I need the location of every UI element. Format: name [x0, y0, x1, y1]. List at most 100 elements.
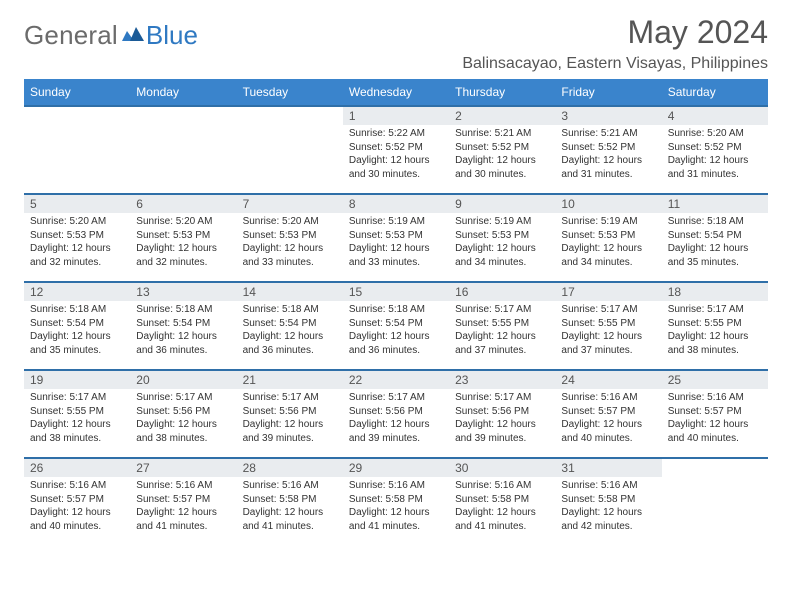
- sunset-line: Sunset: 5:54 PM: [243, 317, 337, 331]
- sunset-line: Sunset: 5:58 PM: [561, 493, 655, 507]
- day-number: [237, 107, 343, 125]
- sunrise-line: Sunrise: 5:18 AM: [668, 215, 762, 229]
- calendar-cell: 25Sunrise: 5:16 AMSunset: 5:57 PMDayligh…: [662, 370, 768, 458]
- sunrise-line: Sunrise: 5:22 AM: [349, 127, 443, 141]
- day-number: 20: [130, 371, 236, 389]
- day-header: Tuesday: [237, 79, 343, 106]
- day-number: [662, 459, 768, 477]
- calendar-cell: 12Sunrise: 5:18 AMSunset: 5:54 PMDayligh…: [24, 282, 130, 370]
- sunset-line: Sunset: 5:57 PM: [30, 493, 124, 507]
- day-number: 14: [237, 283, 343, 301]
- calendar-cell: 14Sunrise: 5:18 AMSunset: 5:54 PMDayligh…: [237, 282, 343, 370]
- calendar-cell: 29Sunrise: 5:16 AMSunset: 5:58 PMDayligh…: [343, 458, 449, 546]
- sunrise-line: Sunrise: 5:16 AM: [455, 479, 549, 493]
- title-block: May 2024: [627, 14, 768, 51]
- daylight-line: Daylight: 12 hours and 40 minutes.: [30, 506, 124, 533]
- calendar-week-row: 19Sunrise: 5:17 AMSunset: 5:55 PMDayligh…: [24, 370, 768, 458]
- day-number: 5: [24, 195, 130, 213]
- day-details: Sunrise: 5:16 AMSunset: 5:58 PMDaylight:…: [343, 477, 449, 537]
- day-number: 22: [343, 371, 449, 389]
- day-details: Sunrise: 5:17 AMSunset: 5:56 PMDaylight:…: [237, 389, 343, 449]
- calendar-head: SundayMondayTuesdayWednesdayThursdayFrid…: [24, 79, 768, 106]
- brand-logo: General Blue: [24, 20, 198, 51]
- day-details: Sunrise: 5:16 AMSunset: 5:57 PMDaylight:…: [24, 477, 130, 537]
- day-number: 26: [24, 459, 130, 477]
- calendar-cell: 22Sunrise: 5:17 AMSunset: 5:56 PMDayligh…: [343, 370, 449, 458]
- sunrise-line: Sunrise: 5:21 AM: [561, 127, 655, 141]
- daylight-line: Daylight: 12 hours and 32 minutes.: [136, 242, 230, 269]
- day-details: Sunrise: 5:17 AMSunset: 5:55 PMDaylight:…: [555, 301, 661, 361]
- day-number: 29: [343, 459, 449, 477]
- day-details: Sunrise: 5:16 AMSunset: 5:58 PMDaylight:…: [449, 477, 555, 537]
- day-details: Sunrise: 5:17 AMSunset: 5:55 PMDaylight:…: [24, 389, 130, 449]
- day-details: Sunrise: 5:18 AMSunset: 5:54 PMDaylight:…: [343, 301, 449, 361]
- daylight-line: Daylight: 12 hours and 35 minutes.: [30, 330, 124, 357]
- sunset-line: Sunset: 5:58 PM: [455, 493, 549, 507]
- day-number: 4: [662, 107, 768, 125]
- daylight-line: Daylight: 12 hours and 40 minutes.: [561, 418, 655, 445]
- sunrise-line: Sunrise: 5:20 AM: [30, 215, 124, 229]
- daylight-line: Daylight: 12 hours and 36 minutes.: [349, 330, 443, 357]
- day-number: 16: [449, 283, 555, 301]
- day-number: 12: [24, 283, 130, 301]
- sunset-line: Sunset: 5:53 PM: [30, 229, 124, 243]
- calendar-week-row: 1Sunrise: 5:22 AMSunset: 5:52 PMDaylight…: [24, 106, 768, 194]
- calendar-cell: 5Sunrise: 5:20 AMSunset: 5:53 PMDaylight…: [24, 194, 130, 282]
- day-details: Sunrise: 5:22 AMSunset: 5:52 PMDaylight:…: [343, 125, 449, 185]
- day-number: 11: [662, 195, 768, 213]
- calendar-cell: 23Sunrise: 5:17 AMSunset: 5:56 PMDayligh…: [449, 370, 555, 458]
- day-number: 27: [130, 459, 236, 477]
- day-number: 23: [449, 371, 555, 389]
- calendar-cell: 30Sunrise: 5:16 AMSunset: 5:58 PMDayligh…: [449, 458, 555, 546]
- day-details: Sunrise: 5:16 AMSunset: 5:57 PMDaylight:…: [662, 389, 768, 449]
- sunset-line: Sunset: 5:57 PM: [136, 493, 230, 507]
- sunset-line: Sunset: 5:53 PM: [243, 229, 337, 243]
- calendar-week-row: 12 Sunrise: 5:18 AMSunset: 5:54 PMDayligh…: [24, 282, 768, 370]
- day-details: Sunrise: 5:18 AMSunset: 5:54 PMDaylight:…: [662, 213, 768, 273]
- day-details: Sunrise: 5:20 AMSunset: 5:52 PMDaylight:…: [662, 125, 768, 185]
- day-details: Sunrise: 5:19 AMSunset: 5:53 PMDaylight:…: [449, 213, 555, 273]
- sunrise-line: Sunrise: 5:20 AM: [243, 215, 337, 229]
- daylight-line: Daylight: 12 hours and 41 minutes.: [136, 506, 230, 533]
- calendar-cell: 16Sunrise: 5:17 AMSunset: 5:55 PMDayligh…: [449, 282, 555, 370]
- sunset-line: Sunset: 5:52 PM: [561, 141, 655, 155]
- sunrise-line: Sunrise: 5:17 AM: [668, 303, 762, 317]
- sunrise-line: Sunrise: 5:17 AM: [349, 391, 443, 405]
- calendar-cell: 17Sunrise: 5:17 AMSunset: 5:55 PMDayligh…: [555, 282, 661, 370]
- calendar-cell: 15Sunrise: 5:18 AMSunset: 5:54 PMDayligh…: [343, 282, 449, 370]
- sunset-line: Sunset: 5:56 PM: [136, 405, 230, 419]
- daylight-line: Daylight: 12 hours and 42 minutes.: [561, 506, 655, 533]
- day-number: 1: [343, 107, 449, 125]
- day-number: 8: [343, 195, 449, 213]
- daylight-line: Daylight: 12 hours and 36 minutes.: [136, 330, 230, 357]
- day-details: Sunrise: 5:20 AMSunset: 5:53 PMDaylight:…: [237, 213, 343, 273]
- sunrise-line: Sunrise: 5:16 AM: [136, 479, 230, 493]
- sunset-line: Sunset: 5:54 PM: [30, 317, 124, 331]
- daylight-line: Daylight: 12 hours and 41 minutes.: [455, 506, 549, 533]
- day-details: Sunrise: 5:21 AMSunset: 5:52 PMDaylight:…: [449, 125, 555, 185]
- day-details: Sunrise: 5:16 AMSunset: 5:58 PMDaylight:…: [237, 477, 343, 537]
- sunset-line: Sunset: 5:56 PM: [349, 405, 443, 419]
- day-details: Sunrise: 5:17 AMSunset: 5:56 PMDaylight:…: [343, 389, 449, 449]
- day-details: Sunrise: 5:17 AMSunset: 5:56 PMDaylight:…: [449, 389, 555, 449]
- sunset-line: Sunset: 5:53 PM: [561, 229, 655, 243]
- day-number: 9: [449, 195, 555, 213]
- sunrise-line: Sunrise: 5:17 AM: [561, 303, 655, 317]
- sunset-line: Sunset: 5:55 PM: [668, 317, 762, 331]
- day-header: Wednesday: [343, 79, 449, 106]
- calendar-cell: 10Sunrise: 5:19 AMSunset: 5:53 PMDayligh…: [555, 194, 661, 282]
- sunset-line: Sunset: 5:52 PM: [668, 141, 762, 155]
- day-number: 24: [555, 371, 661, 389]
- daylight-line: Daylight: 12 hours and 34 minutes.: [455, 242, 549, 269]
- calendar-week-row: 26Sunrise: 5:16 AMSunset: 5:57 PMDayligh…: [24, 458, 768, 546]
- sunset-line: Sunset: 5:55 PM: [30, 405, 124, 419]
- sunrise-line: Sunrise: 5:16 AM: [561, 391, 655, 405]
- day-details: Sunrise: 5:16 AMSunset: 5:58 PMDaylight:…: [555, 477, 661, 537]
- calendar-cell: [237, 106, 343, 194]
- calendar-cell: 19Sunrise: 5:17 AMSunset: 5:55 PMDayligh…: [24, 370, 130, 458]
- day-details: Sunrise: 5:17 AMSunset: 5:55 PMDaylight:…: [662, 301, 768, 361]
- sunset-line: Sunset: 5:58 PM: [349, 493, 443, 507]
- sunset-line: Sunset: 5:55 PM: [455, 317, 549, 331]
- daylight-line: Daylight: 12 hours and 40 minutes.: [668, 418, 762, 445]
- daylight-line: Daylight: 12 hours and 33 minutes.: [243, 242, 337, 269]
